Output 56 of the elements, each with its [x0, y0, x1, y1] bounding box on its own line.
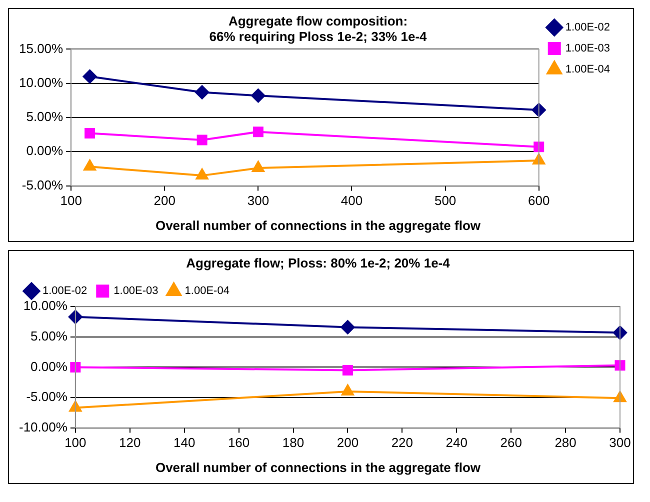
- x-tick-label: 300: [609, 435, 631, 450]
- point: [532, 102, 546, 117]
- x-tick-label: 100: [64, 435, 86, 450]
- point: [84, 160, 96, 171]
- x-tick-label: 400: [340, 193, 363, 208]
- y-tick-label: 10.00%: [18, 74, 64, 90]
- text: 66% requiring Ploss 1e-2; 33% 1e-4: [209, 28, 427, 44]
- point: [84, 128, 96, 138]
- x-axis-title: Overall number of connections in the aggregate flow: [155, 218, 482, 233]
- x-tick-label: 180: [282, 435, 304, 450]
- legend-label: 1.00E-04: [565, 64, 610, 76]
- x-tick-label: 300: [247, 193, 270, 208]
- y-tick-label: -5.00%: [26, 389, 68, 404]
- x-tick-label: 280: [554, 435, 576, 450]
- x-tick-label: 200: [154, 193, 176, 208]
- point: [613, 326, 627, 340]
- y-tick-label: 10.00%: [23, 298, 68, 314]
- point: [196, 134, 208, 146]
- x-tick-label: 160: [228, 435, 250, 450]
- x-tick-label: 120: [119, 435, 141, 450]
- point: [252, 126, 264, 138]
- point: [195, 85, 210, 100]
- x-tick-label: 140: [173, 435, 196, 450]
- legend-label: 1.00E-03: [565, 42, 610, 55]
- x-tick-label: 600: [528, 193, 550, 208]
- x-tick-label: 100: [60, 193, 82, 208]
- x-tick-label: 200: [336, 435, 359, 450]
- legend-label: 1.00E-02: [42, 285, 88, 298]
- point: [252, 161, 264, 172]
- point: [82, 70, 97, 84]
- x-tick-label: 220: [391, 435, 414, 450]
- point: [340, 320, 355, 334]
- point: [342, 364, 353, 376]
- text: Aggregate flow composition:: [228, 13, 408, 28]
- point: [196, 168, 208, 180]
- point: [251, 88, 266, 103]
- point: [69, 400, 82, 412]
- y-tick-label: -10.00%: [19, 419, 68, 434]
- y-tick-label: -5.00%: [22, 177, 64, 192]
- point: [342, 384, 354, 396]
- chart-title: Aggregate flow; Ploss: 80% 1e-2; 20% 1e-4: [186, 255, 451, 270]
- legend-label: 1.00E-02: [565, 22, 610, 34]
- x-tick-label: 240: [446, 435, 468, 450]
- x-tick-label: 500: [434, 193, 456, 208]
- y-tick-label: 0.00%: [30, 358, 68, 374]
- x-tick-label: 260: [500, 435, 522, 450]
- y-tick-label: 0.00%: [26, 143, 64, 158]
- y-tick-label: 15.00%: [18, 40, 64, 56]
- y-tick-label: 5.00%: [26, 109, 64, 124]
- y-tick-label: 5.00%: [30, 328, 68, 344]
- point: [534, 142, 544, 152]
- legend-label: 1.00E-03: [114, 285, 158, 298]
- point: [532, 154, 546, 165]
- point: [70, 362, 81, 372]
- legend-label: 1.00E-04: [184, 285, 230, 298]
- x-axis-title: Overall number of connections in the aggregate flow: [155, 460, 482, 475]
